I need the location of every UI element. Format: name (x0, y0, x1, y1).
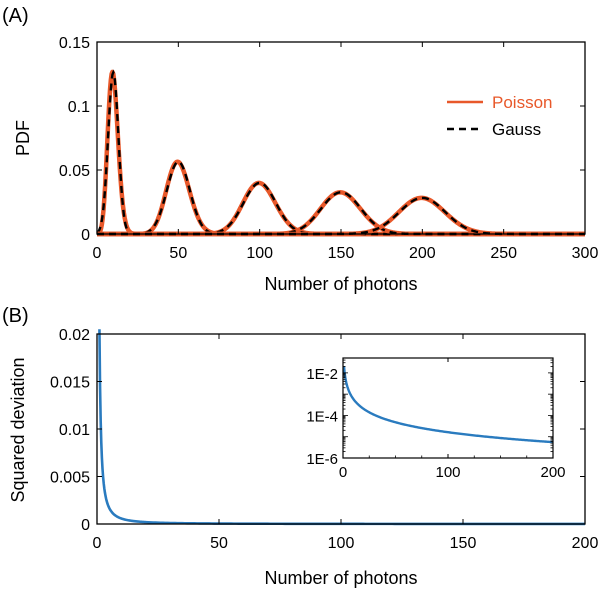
panel-b-x-tick-label: 100 (328, 535, 355, 552)
panel-b-y-tick-label: 0.005 (50, 470, 90, 487)
panel-b: (B) 0 50 100 150 200 0 0.005 0.01 0.015 … (2, 305, 598, 588)
inset-x-tick-label: 0 (339, 464, 347, 481)
inset-y-tick-label: 1E-6 (306, 451, 338, 468)
panel-a-x-tick-label: 200 (409, 245, 436, 262)
panel-a-x-axis-label: Number of photons (264, 274, 417, 294)
panel-a-x-tick-label: 150 (328, 245, 355, 262)
panel-b-y-tick-label: 0.015 (50, 375, 90, 392)
legend: Poisson Gauss (447, 93, 552, 139)
panel-b-label: (B) (2, 305, 29, 327)
panel-b-x-tick-label: 50 (210, 535, 228, 552)
poisson-curve (95, 195, 587, 237)
panel-a-y-tick-label: 0.15 (59, 35, 90, 52)
inset-background (343, 358, 553, 458)
panel-a-y-axis-label: PDF (13, 120, 33, 156)
poisson-curve (95, 190, 587, 237)
panel-a-x-tick-label: 250 (490, 245, 517, 262)
panel-b-y-axis-label: Squared deviation (8, 357, 28, 502)
inset-squared-deviation-curve (342, 366, 554, 444)
panel-a-x-tick-labels: 0 50 100 150 200 250 300 (93, 245, 599, 262)
panel-b-y-tick-label: 0 (81, 517, 90, 534)
gauss-curve (97, 191, 585, 236)
legend-poisson-label: Poisson (492, 93, 552, 112)
panel-a-x-tick-label: 100 (246, 245, 273, 262)
poisson-curve (95, 159, 587, 237)
panel-b-y-tick-labels: 0 0.005 0.01 0.015 0.02 (50, 327, 90, 534)
panel-b-y-tick-label: 0.01 (59, 422, 90, 439)
inset-chart: 0 100 200 1E-6 1E-4 1E-2 (306, 357, 566, 481)
panel-a-ticks (96, 41, 586, 235)
panel-a-y-tick-labels: 0 0.05 0.1 0.15 (59, 35, 90, 244)
panel-b-x-tick-label: 200 (572, 535, 599, 552)
inset-x-tick-label: 200 (540, 464, 565, 481)
panel-b-x-tick-label: 0 (93, 535, 102, 552)
inset-y-tick-label: 1E-4 (306, 408, 338, 425)
inset-curve (342, 366, 554, 444)
panel-b-x-tick-labels: 0 50 100 150 200 (93, 535, 599, 552)
inset-y-tick-label: 1E-2 (306, 366, 338, 383)
inset-y-tick-labels: 1E-6 1E-4 1E-2 (306, 366, 338, 468)
panel-a-label: (A) (2, 5, 29, 27)
panel-a-y-tick-label: 0.1 (68, 99, 90, 116)
gauss-curve (97, 196, 585, 236)
panel-b-x-axis-label: Number of photons (264, 568, 417, 588)
inset-x-tick-label: 100 (435, 464, 460, 481)
inset-x-tick-labels: 0 100 200 (339, 464, 566, 481)
panel-a: (A) 0 50 100 150 200 250 300 0 0.05 0.1 … (2, 5, 598, 294)
panel-a-x-tick-label: 50 (169, 245, 187, 262)
panel-b-y-tick-label: 0.02 (59, 327, 90, 344)
panel-b-x-tick-label: 150 (450, 535, 477, 552)
panel-a-y-tick-label: 0.05 (59, 163, 90, 180)
legend-gauss-label: Gauss (492, 120, 541, 139)
panel-b-ticks (96, 333, 586, 525)
inset-ticks (342, 357, 554, 459)
panel-a-x-tick-label: 300 (572, 245, 599, 262)
panel-a-x-tick-label: 0 (93, 245, 102, 262)
panel-a-y-tick-label: 0 (81, 227, 90, 244)
